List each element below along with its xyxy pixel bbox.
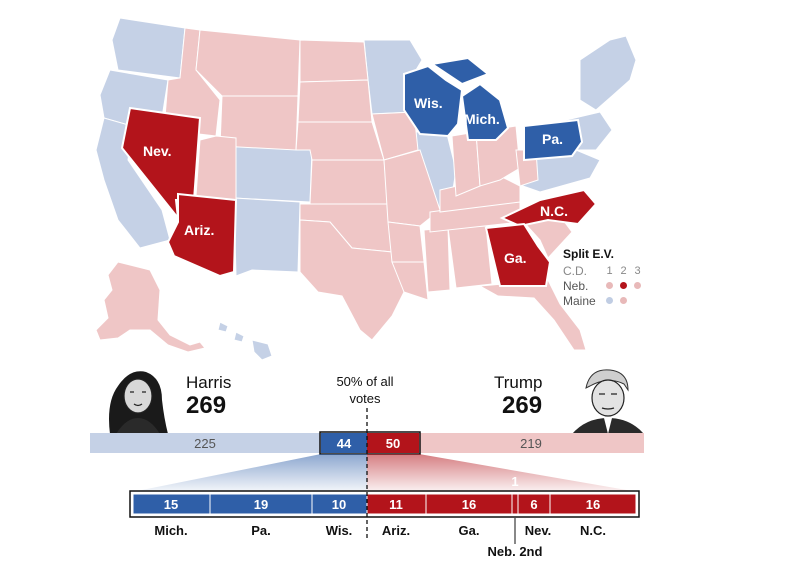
state-hawaii [217, 321, 273, 361]
label-north-carolina: N.C. [540, 203, 568, 219]
value-mich: 15 [164, 497, 178, 512]
legend-columns: 1 2 3 [605, 265, 642, 277]
legend-dot-2 [619, 296, 628, 305]
abbr-pa: Pa. [251, 523, 271, 538]
value-nc: 16 [586, 497, 600, 512]
value-ga: 16 [462, 497, 476, 512]
abbr-nev: Nev. [525, 523, 552, 538]
abbr-mich: Mich. [154, 523, 187, 538]
label-nevada: Nev. [143, 143, 172, 159]
seg-neb2 [511, 493, 519, 515]
dem-safe-bar [90, 433, 321, 453]
legend-dots [605, 281, 642, 290]
dem-expansion-wedge [132, 454, 367, 492]
value-nev: 6 [530, 497, 537, 512]
harris-votes: 269 [186, 392, 227, 419]
legend-row-label: Maine [563, 293, 596, 308]
state-michigan [429, 56, 510, 141]
state-arizona [166, 192, 238, 278]
state-wisconsin [403, 64, 464, 138]
dem-safe-value: 225 [194, 436, 216, 451]
value-pa: 19 [254, 497, 268, 512]
dem-swing-value: 44 [337, 436, 352, 451]
legend-dot-1 [605, 281, 614, 290]
legend-header-row: C.D. 1 2 3 [563, 263, 642, 278]
dem-swing-bar [321, 433, 367, 453]
rep-safe-value: 219 [520, 436, 542, 451]
state-alaska [95, 261, 206, 353]
legend-col-3: 3 [634, 264, 641, 277]
abbr-nc: N.C. [580, 523, 606, 538]
label-arizona: Ariz. [184, 222, 214, 238]
swing-states [120, 56, 598, 287]
legend-col-2: 2 [620, 264, 627, 277]
state-georgia [484, 222, 552, 287]
trump-name: Trump [494, 373, 543, 392]
legend-row-neb: Neb. [563, 278, 642, 293]
value-ariz: 11 [389, 497, 403, 512]
midline-label: 50% of all votes [336, 374, 394, 406]
state-pennsylvania [523, 118, 584, 162]
abbr-ariz: Ariz. [382, 523, 410, 538]
legend-dot-2 [619, 281, 628, 290]
legend-dot-3 [633, 281, 642, 290]
legend-dots [605, 296, 628, 305]
value-wis: 10 [332, 497, 346, 512]
harris-portrait-icon [109, 371, 168, 434]
label-michigan: Mich. [464, 111, 500, 127]
rep-expansion-wedge [367, 454, 638, 492]
seg-nc [549, 493, 637, 515]
rep-swing-value: 50 [386, 436, 400, 451]
trump-votes: 269 [502, 392, 543, 419]
harris-name: Harris [186, 373, 232, 392]
legend-header-label: C.D. [563, 263, 587, 278]
rep-safe-bar [419, 433, 644, 453]
label-pennsylvania: Pa. [542, 131, 563, 147]
state-nevada [120, 106, 202, 222]
legend-row-maine: Maine [563, 293, 642, 308]
trump-portrait-icon [572, 369, 644, 434]
legend-col-1: 1 [606, 264, 613, 277]
abbr-wis: Wis. [326, 523, 353, 538]
rep-swing-bar [367, 433, 419, 453]
rep-base-states [163, 27, 587, 351]
label-wisconsin: Wis. [414, 95, 443, 111]
swing-breakdown-bar [129, 490, 640, 518]
value-neb2: 1 [511, 474, 518, 489]
split-ev-legend: Split E.V. C.D. 1 2 3 Neb. Maine [563, 247, 642, 308]
abbr-ga: Ga. [459, 523, 480, 538]
legend-dot-1 [605, 296, 614, 305]
breakdown-outline [129, 490, 640, 518]
legend-row-label: Neb. [563, 278, 589, 293]
abbr-neb2: Neb. 2nd [488, 544, 543, 559]
label-georgia: Ga. [504, 250, 527, 266]
legend-title: Split E.V. [563, 247, 614, 261]
